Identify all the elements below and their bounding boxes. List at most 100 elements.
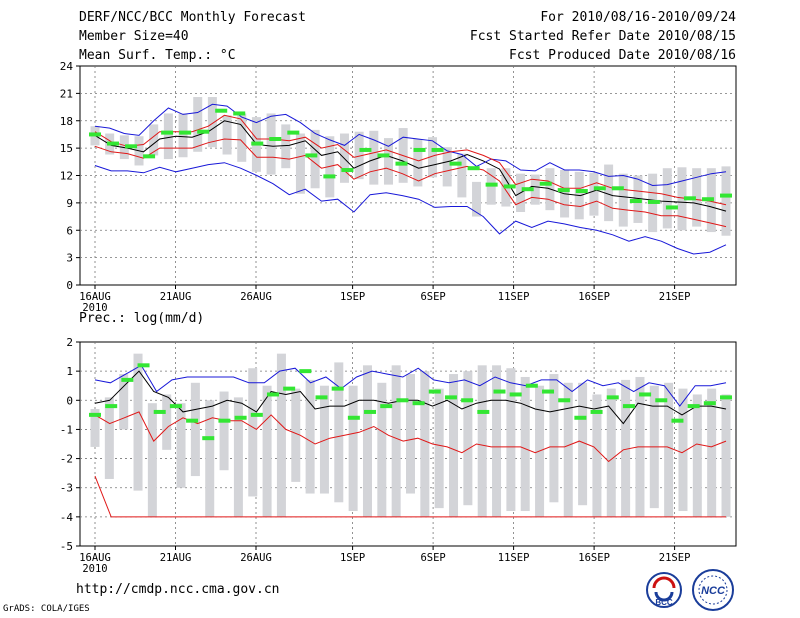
prec-ytick-label: -2	[60, 453, 73, 466]
prec-spread-box	[692, 394, 702, 517]
prec-observed-marker	[558, 398, 571, 403]
temp-observed-marker	[215, 108, 228, 113]
temp-observed-marker	[233, 111, 246, 116]
source-url: http://cmdp.ncc.cma.gov.cn	[76, 582, 280, 597]
prec-ytick-label: 1	[66, 365, 73, 378]
temp-spread-box	[721, 166, 731, 236]
prec-xtick-year: 2010	[82, 563, 107, 575]
prec-xtick-label: 16SEP	[578, 552, 610, 564]
temp-ytick-label: 24	[60, 60, 74, 73]
bcc-logo: BCC	[646, 572, 682, 608]
prec-observed-marker	[89, 412, 101, 417]
prec-observed-marker	[283, 386, 296, 391]
temp-observed-marker	[701, 197, 714, 202]
temp-observed-marker	[395, 161, 408, 166]
temp-spread-box	[428, 137, 438, 178]
prec-observed-marker	[542, 389, 555, 394]
temp-observed-marker	[323, 174, 336, 179]
temp-observed-marker	[89, 132, 101, 137]
temp-observed-marker	[629, 199, 642, 204]
temp-spread-box	[222, 115, 232, 155]
temp-spread-box	[266, 113, 276, 175]
prec-observed-marker	[639, 392, 652, 397]
prec-frame	[79, 341, 737, 547]
prec-spread-box	[721, 394, 731, 517]
temp-observed-marker	[251, 141, 264, 146]
prec-spread-box	[133, 353, 143, 491]
prec-observed-marker	[137, 363, 150, 368]
temp-observed-marker	[593, 186, 606, 191]
prec-spread-box	[119, 374, 129, 430]
temp-observed-marker	[305, 153, 318, 158]
prec-observed-marker	[364, 409, 377, 414]
temp-spread-box	[237, 113, 247, 162]
temp-observed-marker	[665, 205, 678, 210]
temp-observed-marker	[539, 181, 552, 186]
prec-spread-box	[621, 379, 631, 517]
prec-observed-marker	[105, 404, 118, 409]
prec-observed-marker	[606, 395, 619, 400]
temp-observed-marker	[269, 137, 282, 141]
prec-spread-box	[104, 397, 114, 479]
temp-ytick-label: 18	[60, 115, 73, 128]
prec-observed-marker	[574, 415, 587, 420]
prec-spread-box	[520, 376, 530, 512]
prec-spread-box	[319, 385, 329, 494]
prec-observed-marker	[234, 415, 247, 420]
temp-xtick-label: 11SEP	[498, 291, 530, 303]
prec-spread-box	[348, 385, 358, 512]
prec-observed-marker	[331, 386, 344, 391]
ncc-logo: NCC	[692, 569, 734, 611]
temp-observed-marker	[647, 199, 660, 204]
prec-max-line	[94, 364, 727, 407]
temp-xtick-label: 6SEP	[420, 291, 445, 303]
forecast-period: For 2010/08/16-2010/09/24	[540, 10, 736, 25]
prec-spread-box	[305, 379, 315, 494]
prec-spread-box	[391, 365, 401, 517]
prec-spread-box	[162, 394, 172, 450]
prec-observed-marker	[671, 418, 684, 423]
temp-spread-box	[692, 168, 702, 227]
prec-observed-marker	[428, 389, 441, 394]
temp-min-line	[94, 162, 727, 255]
prec-spread-box	[291, 388, 301, 482]
temp-lower-band-line	[94, 138, 727, 228]
prec-xtick-label: 16AUG	[79, 552, 111, 564]
prec-spread-box	[664, 382, 674, 517]
temp-observed-marker	[341, 168, 354, 173]
temp-spread-box	[442, 147, 452, 187]
temp-observed-marker	[107, 141, 120, 146]
prec-observed-marker	[315, 395, 328, 400]
prec-spread-box	[477, 365, 487, 517]
prec-spread-box	[563, 382, 573, 517]
prec-spread-box	[233, 397, 243, 517]
prec-xtick-label: 21AUG	[160, 552, 192, 564]
prec-spread-box	[205, 400, 215, 517]
prec-observed-marker	[509, 392, 522, 397]
temp-xtick-label: 21SEP	[659, 291, 691, 303]
prec-spread-box	[678, 388, 688, 512]
prec-spread-box	[449, 374, 459, 517]
temp-observed-marker	[377, 153, 390, 158]
temp-observed-marker	[449, 161, 462, 166]
temp-spread-box	[281, 124, 291, 169]
temp-spread-box	[207, 97, 217, 148]
temp-spread-box	[163, 113, 173, 160]
prec-observed-marker	[412, 401, 425, 406]
prec-ytick-label: 0	[66, 394, 73, 407]
temp-spread-box	[413, 139, 423, 187]
prec-spread-box	[434, 388, 444, 509]
prec-spread-box	[248, 368, 258, 497]
temp-spread-box	[677, 167, 687, 231]
prec-observed-marker	[299, 369, 312, 374]
prec-spread-box	[592, 394, 602, 517]
prec-ytick-label: -4	[60, 511, 74, 524]
prec-spread-box	[549, 374, 559, 503]
forecast-produced-date: Fcst Produced Date 2010/08/16	[509, 48, 736, 63]
prec-lower-bound-line	[94, 475, 726, 518]
temp-observed-marker	[431, 147, 444, 152]
prec-spread-box	[377, 382, 387, 517]
prec-xtick-label: 1SEP	[340, 552, 365, 564]
prec-spread-box	[406, 374, 415, 494]
prec-observed-marker	[202, 436, 215, 441]
